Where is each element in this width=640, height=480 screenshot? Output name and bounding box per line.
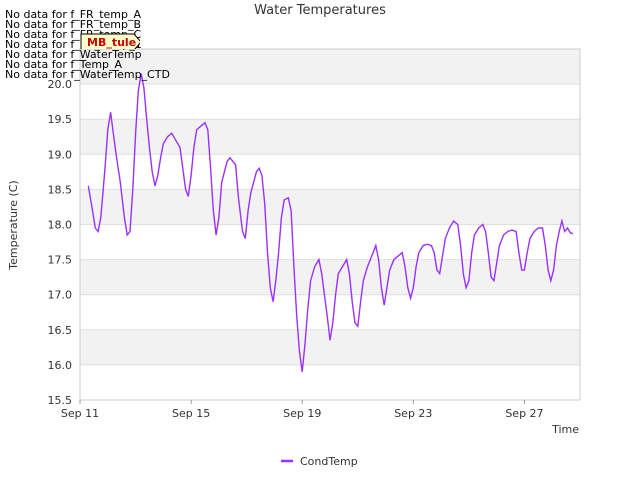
- site-badge-label: MB_tule: [87, 36, 136, 49]
- no-data-message: No data for f_FD_Temp_1: [5, 38, 142, 51]
- legend: CondTemp: [281, 455, 358, 468]
- x-tick-label: Sep 19: [283, 407, 321, 420]
- x-tick-label: Sep 15: [172, 407, 210, 420]
- no-data-message: No data for f_FR_temp_C: [5, 28, 142, 41]
- y-tick-label: 16.5: [48, 324, 73, 337]
- background-band: [80, 259, 580, 295]
- no-data-message: No data for f_FR_temp_A: [5, 8, 141, 21]
- background-band: [80, 224, 580, 260]
- background-band: [80, 119, 580, 155]
- plot-frame: [79, 48, 581, 401]
- background-band: [80, 189, 580, 225]
- series-line-condtemp: [87, 73, 574, 372]
- background-band: [80, 294, 580, 330]
- background-band: [80, 49, 580, 85]
- x-tick-label: Sep 11: [61, 407, 99, 420]
- x-axis-label: Time: [551, 423, 579, 436]
- chart-title: Water Temperatures: [254, 3, 386, 18]
- x-tick-label: Sep 27: [505, 407, 543, 420]
- y-tick-label: 19.5: [48, 113, 73, 126]
- background-band: [80, 84, 580, 120]
- no-data-message: No data for f_Temp_A: [5, 58, 123, 71]
- y-tick-label: 17.0: [48, 289, 73, 302]
- y-tick-label: 20.0: [48, 78, 73, 91]
- y-tick-label: 19.0: [48, 148, 73, 161]
- x-tick-label: Sep 23: [394, 407, 432, 420]
- y-tick-label: 18.0: [48, 219, 73, 232]
- y-tick-label: 15.5: [48, 394, 73, 407]
- y-tick-label: 18.5: [48, 183, 73, 196]
- y-tick-labels: 15.5 16.0 16.5 17.0 17.5 18.0 18.5 19.0 19.5 20.0: [48, 78, 73, 407]
- site-badge: MB_tule: [80, 33, 140, 49]
- background-band: [80, 364, 580, 400]
- x-tick-labels: Sep 11 Sep 15 Sep 19 Sep 23 Sep 27: [61, 400, 544, 420]
- no-data-message: No data for f_FR_temp_B: [5, 18, 142, 31]
- legend-label: CondTemp: [300, 455, 358, 468]
- no-data-message: No data for f_WaterTemp_CTD: [5, 68, 170, 81]
- no-data-message: No data for f_WaterTemp: [5, 48, 142, 61]
- y-tick-label: 16.0: [48, 359, 73, 372]
- y-tick-label: 17.5: [48, 254, 73, 267]
- y-axis-label: Temperature (C): [7, 180, 20, 270]
- background-band: [80, 154, 580, 190]
